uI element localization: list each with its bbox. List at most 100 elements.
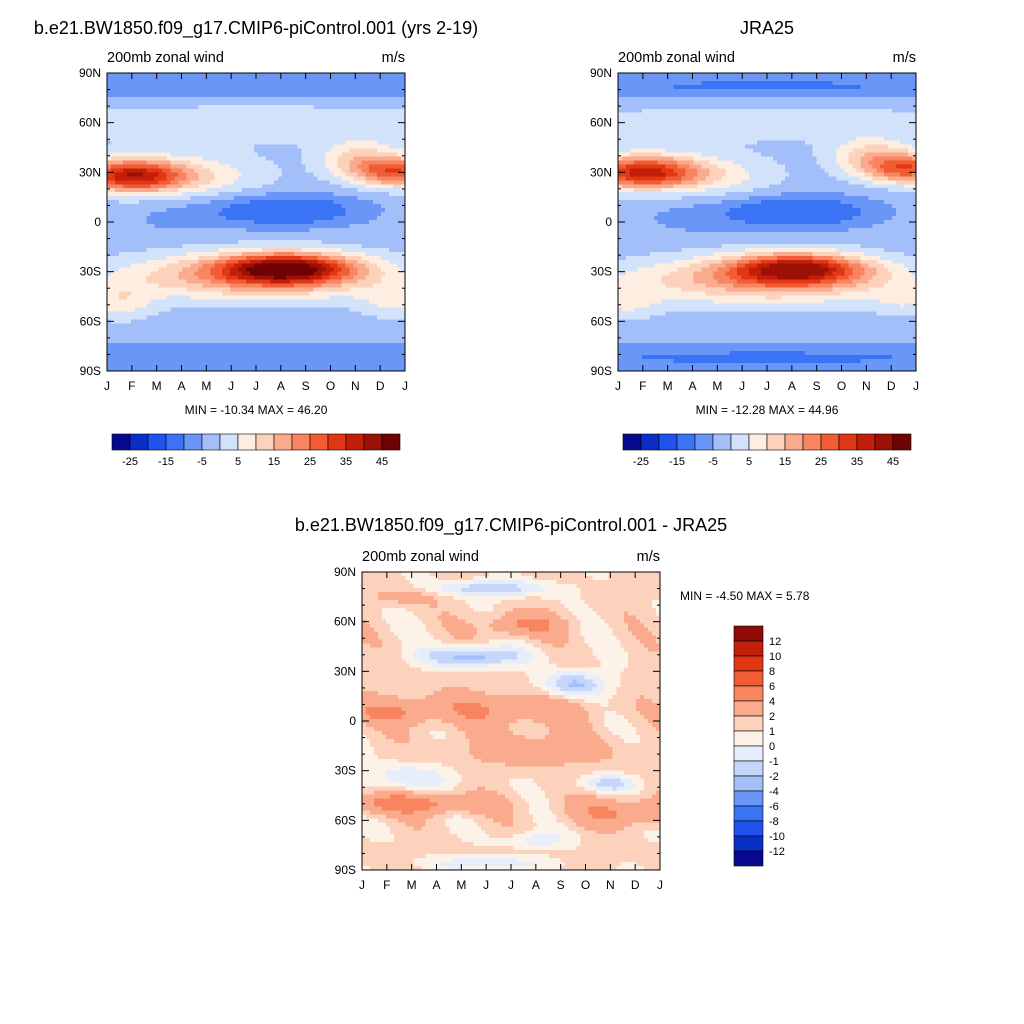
x-tick-label: J [764, 379, 770, 393]
panel-obs-left-label: 200mb zonal wind [618, 50, 735, 66]
y-tick-label: 90N [334, 565, 356, 579]
x-tick-label: J [739, 379, 745, 393]
x-tick-label: J [483, 878, 489, 892]
colorbar-swatch [749, 434, 767, 450]
colorbar-label: 35 [340, 456, 352, 468]
colorbar-swatch [734, 836, 763, 851]
colorbar-label: 1 [769, 726, 775, 738]
colorbar-swatch [292, 434, 310, 450]
colorbar-swatch [713, 434, 731, 450]
colorbar-swatch [734, 851, 763, 866]
colorbar-label: 25 [815, 456, 827, 468]
colorbar-label: -15 [158, 456, 174, 468]
colorbar-swatch [857, 434, 875, 450]
colorbar-label: -25 [633, 456, 649, 468]
colorbar-swatch [641, 434, 659, 450]
panel-obs-minmax: MIN = -12.28 MAX = 44.96 [696, 403, 839, 417]
colorbar-swatch [803, 434, 821, 450]
colorbar-label: 2 [769, 711, 775, 723]
x-tick-label: F [383, 878, 390, 892]
y-tick-label: 60N [334, 615, 356, 629]
colorbar-swatch [695, 434, 713, 450]
colorbar-swatch [112, 434, 130, 450]
colorbar-label: -4 [769, 786, 779, 798]
x-tick-label: J [402, 379, 408, 393]
panel-model-left-label: 200mb zonal wind [107, 50, 224, 66]
colorbar-label: 12 [769, 636, 781, 648]
x-tick-label: S [302, 379, 310, 393]
x-tick-label: S [557, 878, 565, 892]
x-tick-label: O [837, 379, 846, 393]
panel-diff: b.e21.BW1850.f09_g17.CMIP6-piControl.001… [295, 515, 810, 892]
y-tick-label: 30S [335, 764, 356, 778]
panel-model-title: b.e21.BW1850.f09_g17.CMIP6-piControl.001… [34, 18, 478, 39]
colorbar-label: 8 [769, 666, 775, 678]
colorbar-label: -6 [769, 801, 779, 813]
x-tick-label: J [615, 379, 621, 393]
colorbar-swatch [659, 434, 677, 450]
colorbar-label: -8 [769, 816, 779, 828]
x-tick-label: F [639, 379, 646, 393]
colorbar-swatch [734, 731, 763, 746]
colorbar-label: -5 [197, 456, 207, 468]
panel-model-minmax: MIN = -10.34 MAX = 46.20 [185, 403, 328, 417]
colorbar-swatch [220, 434, 238, 450]
x-tick-label: D [631, 878, 640, 892]
x-tick-label: D [376, 379, 385, 393]
x-tick-label: A [788, 379, 796, 393]
y-tick-label: 90N [79, 66, 101, 80]
colorbar-label: 25 [304, 456, 316, 468]
colorbar-label: 6 [769, 681, 775, 693]
colorbar-swatch [148, 434, 166, 450]
x-tick-label: A [277, 379, 285, 393]
colorbar-swatch [130, 434, 148, 450]
colorbar-swatch [821, 434, 839, 450]
colorbar-label: 15 [268, 456, 280, 468]
colorbar-swatch [734, 656, 763, 671]
y-tick-label: 0 [94, 215, 101, 229]
colorbar-swatch [785, 434, 803, 450]
colorbar-swatch [839, 434, 857, 450]
y-tick-label: 60S [80, 314, 101, 328]
x-tick-label: N [606, 878, 615, 892]
y-tick-label: 30S [591, 265, 612, 279]
colorbar-swatch [734, 761, 763, 776]
colorbar-swatch [734, 821, 763, 836]
x-tick-label: J [359, 878, 365, 892]
colorbar-label: -10 [769, 831, 785, 843]
contour-fill [618, 73, 916, 371]
colorbar-swatch [310, 434, 328, 450]
colorbar-swatch [734, 686, 763, 701]
y-tick-label: 60N [79, 116, 101, 130]
colorbar-swatch [274, 434, 292, 450]
colorbar-label: 15 [779, 456, 791, 468]
x-tick-label: D [887, 379, 896, 393]
colorbar-swatch [346, 434, 364, 450]
x-tick-label: J [657, 878, 663, 892]
x-tick-label: J [104, 379, 110, 393]
colorbar-swatch [184, 434, 202, 450]
colorbar-label: 10 [769, 651, 781, 663]
y-tick-label: 90S [80, 364, 101, 378]
colorbar-swatch [677, 434, 695, 450]
x-tick-label: S [813, 379, 821, 393]
panel-diff-minmax: MIN = -4.50 MAX = 5.78 [680, 589, 810, 603]
panel-obs-colorbar: -25 -15 -5 5 15 25 35 45 [623, 434, 911, 468]
panel-diff-units: m/s [637, 549, 660, 565]
colorbar-swatch [202, 434, 220, 450]
y-tick-label: 30N [590, 165, 612, 179]
colorbar-swatch [328, 434, 346, 450]
x-tick-label: J [253, 379, 259, 393]
y-tick-label: 60S [335, 813, 356, 827]
y-tick-label: 0 [605, 215, 612, 229]
panel-model-colorbar: -25 -15 -5 5 15 25 35 45 [112, 434, 400, 468]
y-tick-label: 90S [591, 364, 612, 378]
colorbar-label: -5 [708, 456, 718, 468]
x-tick-label: M [407, 878, 417, 892]
